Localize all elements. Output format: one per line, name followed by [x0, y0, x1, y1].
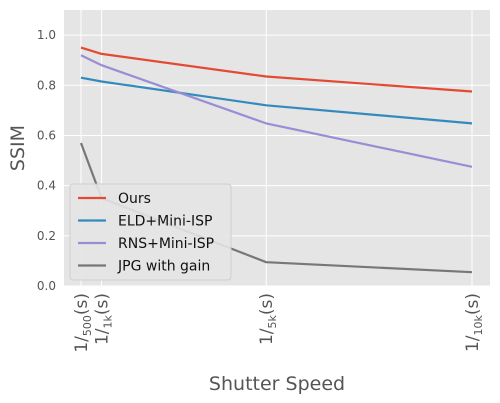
- y-tick-label: 0.6: [37, 128, 56, 142]
- x-tick-label: 1/5k(s): [257, 293, 279, 345]
- legend-label: RNS+Mini-ISP: [118, 236, 214, 252]
- x-axis-label: Shutter Speed: [209, 373, 345, 395]
- y-tick-label: 0.4: [37, 179, 56, 193]
- y-axis-label: SSIM: [7, 125, 29, 171]
- legend-label: Ours: [118, 191, 151, 207]
- y-tick-label: 0.0: [37, 279, 56, 293]
- x-tick-label: 1/10k(s): [463, 293, 485, 352]
- y-tick-label: 1.0: [37, 28, 56, 42]
- legend-label: JPG with gain: [117, 259, 210, 275]
- y-tick-label: 0.2: [37, 229, 56, 243]
- x-tick-label: 1/500(s): [72, 293, 94, 353]
- x-tick-label: 1/1k(s): [93, 293, 115, 345]
- series-line-2: [80, 54, 473, 168]
- x-tick-labels: 1/500(s)1/1k(s) 1/5k(s) 1/10k(s): [72, 293, 485, 353]
- legend-box: [69, 183, 232, 281]
- series-line-0: [80, 46, 473, 93]
- legend-label: ELD+Mini-ISP: [118, 214, 212, 230]
- legend: Ours ELD+Mini-ISP RNS+Mini-ISP JPG with gai…: [69, 183, 232, 281]
- y-tick-labels: 0.0 0.2 0.4 0.6 0.8 1.0: [37, 28, 56, 293]
- y-tick-label: 0.8: [37, 78, 56, 92]
